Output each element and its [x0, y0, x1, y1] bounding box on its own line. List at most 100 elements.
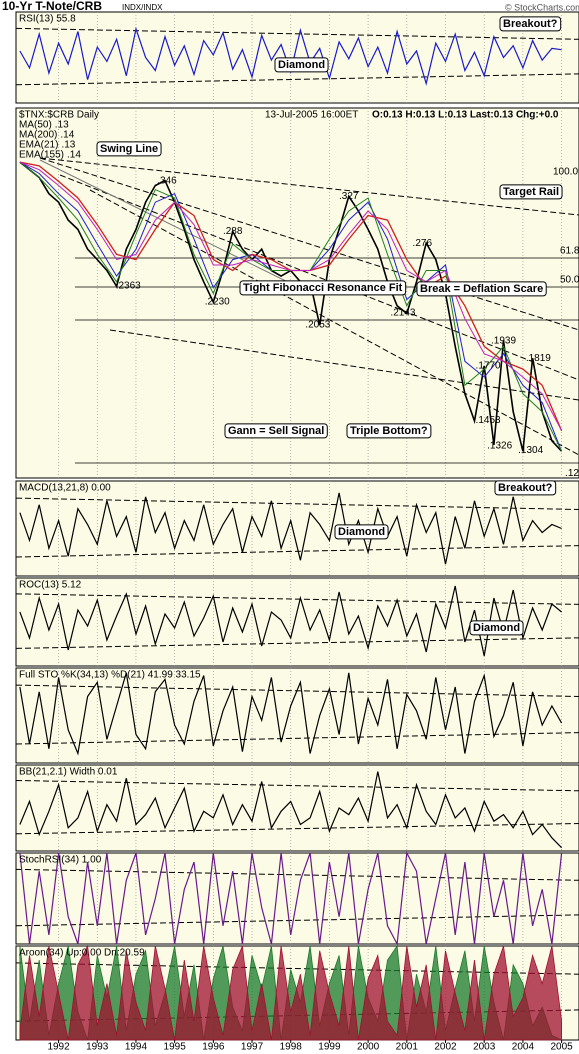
channel-line [15, 637, 579, 649]
trend-line [109, 329, 579, 401]
point-label: .1304 [518, 445, 543, 456]
annotation: Swing Line [100, 143, 158, 155]
panel: ROC(13) 5.12 Diamond [15, 577, 579, 667]
x-tick-label: 1992 [47, 1042, 70, 1053]
panel: BB(21,2.1) Width 0.01 [15, 764, 579, 852]
legend-value: .14 [67, 150, 81, 161]
panel-title: Aroon(34) Up:0.00 Dn:20.59 [19, 948, 145, 959]
annotation: Gann = Sell Signal [228, 425, 324, 437]
panel-bg [15, 764, 579, 852]
line [19, 672, 563, 756]
panel-title: BB(21,2.1) Width 0.01 [19, 767, 118, 778]
quote: O:0.13 H:0.13 L:0.13 Last:0.13 Chg:+0.0 [372, 110, 559, 121]
point-label: .2143 [390, 308, 415, 319]
annotation-box [334, 524, 389, 540]
annotation-box [469, 620, 524, 636]
swing-line [39, 159, 301, 289]
x-tick-label: 1993 [86, 1042, 109, 1053]
x-tick-label: 1995 [164, 1042, 187, 1053]
area [19, 944, 562, 1041]
fib-label: 100.0% [553, 167, 579, 178]
legend-value: .14 [60, 130, 74, 141]
annotation: Target Rail [503, 186, 559, 198]
x-tick-label: 2005 [550, 1042, 573, 1053]
point-label: .1453 [476, 415, 501, 426]
fib-label: 61.8% [560, 246, 579, 257]
panel: 100.0% 61.8% 50.0% $TNX:$CRB Daily 13-Jul-20… [15, 107, 579, 479]
annotation: Diamond [473, 622, 520, 634]
x-tick-label: 2001 [396, 1042, 419, 1053]
panel-title: MACD(13,21,8) 0.00 [19, 483, 111, 494]
panel: MACD(13,21,8) 0.00 Breakout? Diamond [15, 480, 579, 577]
panel: RSI(13) 55.8 Breakout? Diamond [15, 11, 579, 104]
annotation: Breakout? [503, 18, 558, 30]
legend-value: .13 [61, 140, 75, 151]
annotation-box [274, 57, 329, 73]
point-label: .276 [413, 238, 433, 249]
legend-label: EMA(155) [19, 150, 64, 161]
x-tick-label: 1996 [202, 1042, 225, 1053]
panel-title: RSI(13) 55.8 [19, 14, 76, 25]
channel-line [15, 497, 579, 510]
panel-bg [15, 667, 579, 764]
panel-title: ROC(13) 5.12 [19, 580, 82, 591]
point-label: .2230 [205, 297, 230, 308]
legend-value: .13 [55, 120, 69, 131]
point-label: .1770 [476, 361, 501, 372]
exchange: INDX/INDX [122, 3, 163, 12]
annotation: Breakout? [498, 482, 553, 494]
legend-label: MA(200) [19, 130, 57, 141]
point-label: .2363 [116, 281, 141, 292]
x-tick-label: 2002 [434, 1042, 457, 1053]
legend-label: EMA(21) [19, 140, 58, 151]
point-label: .1819 [526, 353, 551, 364]
channel-line [15, 732, 579, 745]
channel-line [15, 593, 579, 605]
panel-title: Full STO %K(34,13) %D(21) 41.99 33.15 [19, 670, 201, 681]
page-title: 10-Yr T-Note/CRB [2, 0, 102, 13]
line [19, 850, 563, 947]
annotation-box [224, 423, 328, 439]
x-tick-label: 1994 [125, 1042, 148, 1053]
annotation: Break = Deflation Scare [420, 283, 543, 295]
panel: StochRSI(34) 1.00 [15, 850, 579, 947]
x-tick-label: 2000 [357, 1042, 380, 1053]
point-label: .346 [157, 175, 177, 186]
line [19, 771, 563, 849]
channel-line [15, 779, 579, 792]
point-label: .1939 [491, 335, 516, 346]
trend-line [39, 157, 579, 216]
x-tick-label: 2004 [512, 1042, 535, 1053]
panel: Aroon(34) Up:0.00 Dn:20.59 [15, 944, 579, 1041]
annotation: Triple Bottom? [350, 425, 428, 437]
annotation-box [239, 280, 407, 296]
annotation-box [346, 423, 432, 439]
annotation-box [494, 480, 557, 496]
date: 13-Jul-2005 16:00ET [265, 110, 358, 121]
credit: © StockCharts.com [505, 2, 579, 12]
channel-line [15, 822, 579, 835]
legend-label: MA(50) [19, 120, 52, 131]
channel-line [15, 27, 579, 40]
channel-line [15, 868, 579, 881]
annotation: Diamond [278, 59, 325, 71]
point-label: .12 [565, 468, 579, 479]
line [19, 161, 563, 431]
x-tick-label: 1998 [280, 1042, 303, 1053]
annotation-box [499, 184, 563, 200]
point-label: .1326 [487, 440, 512, 451]
channel-line [15, 914, 579, 927]
panel-title: $TNX:$CRB Daily [19, 110, 99, 121]
line [19, 492, 562, 565]
point-label: .288 [223, 226, 243, 237]
line [19, 585, 562, 657]
x-tick-label: 1999 [318, 1042, 341, 1053]
panel: Full STO %K(34,13) %D(21) 41.99 33.15 [15, 667, 579, 764]
x-tick-label: 2003 [473, 1042, 496, 1053]
annotation-box [96, 141, 162, 157]
annotation: Diamond [338, 526, 385, 538]
annotation: Tight Fibonacci Resonance Fit [243, 282, 403, 294]
panel-bg [15, 480, 579, 577]
x-tick-label: 1997 [241, 1042, 264, 1053]
